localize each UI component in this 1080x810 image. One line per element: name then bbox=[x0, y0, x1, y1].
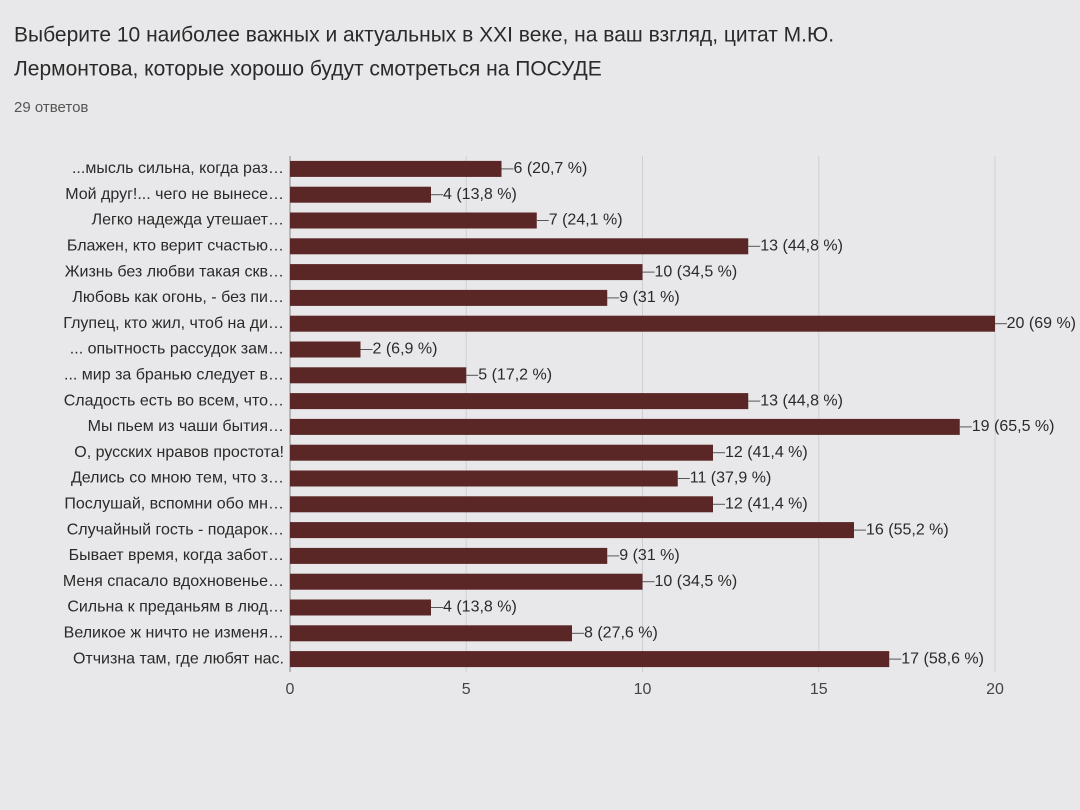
bar bbox=[290, 599, 431, 616]
bar bbox=[290, 393, 749, 410]
y-tick-label: Легко надежда утешает… bbox=[92, 212, 284, 229]
chart-title-line-2: Лермонтова, которые хорошо будут смотрет… bbox=[14, 58, 602, 81]
bar bbox=[290, 212, 537, 229]
value-label: 9 (31 %) bbox=[619, 289, 679, 306]
value-label: 10 (34,5 %) bbox=[655, 263, 738, 280]
value-label: 17 (58,6 %) bbox=[901, 650, 984, 667]
value-label: 4 (13,8 %) bbox=[443, 599, 517, 616]
bar bbox=[290, 367, 467, 384]
y-tick-label: Меня спасало вдохновенье… bbox=[63, 573, 284, 590]
y-tick-label: Любовь как огонь, - без пи… bbox=[72, 289, 284, 306]
bar bbox=[290, 418, 960, 435]
chart-title-line-1: Выберите 10 наиболее важных и актуальных… bbox=[14, 24, 834, 47]
x-tick-label: 5 bbox=[462, 681, 471, 698]
value-label: 7 (24,1 %) bbox=[549, 212, 623, 229]
value-label: 4 (13,8 %) bbox=[443, 186, 517, 203]
bar bbox=[290, 522, 854, 539]
value-label: 12 (41,4 %) bbox=[725, 496, 808, 513]
y-tick-label: ... мир за бранью следует в… bbox=[64, 367, 284, 384]
y-tick-label: Блажен, кто верит счастью… bbox=[67, 238, 284, 255]
bar bbox=[290, 651, 890, 668]
x-tick-label: 10 bbox=[634, 681, 652, 698]
value-label: 20 (69 %) bbox=[1007, 315, 1076, 332]
x-tick-label: 20 bbox=[986, 681, 1004, 698]
value-label: 6 (20,7 %) bbox=[514, 160, 588, 177]
x-tick-label: 15 bbox=[810, 681, 828, 698]
bar bbox=[290, 264, 643, 281]
y-tick-label: Послушай, вспомни обо мн… bbox=[64, 496, 284, 513]
y-tick-label: Делись со мною тем, что з… bbox=[71, 470, 284, 487]
value-label: 12 (41,4 %) bbox=[725, 444, 808, 461]
y-tick-label: Случайный гость - подарок… bbox=[67, 521, 284, 538]
bar bbox=[290, 444, 713, 461]
y-tick-label: Сильна к преданьям в люд… bbox=[67, 599, 284, 616]
value-label: 2 (6,9 %) bbox=[373, 341, 438, 358]
bar bbox=[290, 289, 608, 306]
bar bbox=[290, 160, 502, 177]
bar bbox=[290, 341, 361, 358]
chart-subtitle: 29 ответов bbox=[14, 99, 88, 116]
bar bbox=[290, 186, 431, 203]
y-tick-label: Глупец, кто жил, чтоб на ди… bbox=[63, 315, 284, 332]
value-label: 16 (55,2 %) bbox=[866, 521, 949, 538]
y-tick-label: Великое ж ничто не изменя… bbox=[64, 625, 284, 642]
value-label: 13 (44,8 %) bbox=[760, 392, 843, 409]
y-tick-label: О, русских нравов простота! bbox=[74, 444, 284, 461]
value-label: 10 (34,5 %) bbox=[655, 573, 738, 590]
bar bbox=[290, 470, 678, 487]
y-tick-label: Бывает время, когда забот… bbox=[69, 547, 284, 564]
value-label: 5 (17,2 %) bbox=[478, 367, 552, 384]
bar bbox=[290, 547, 608, 564]
y-tick-label: ... опытность рассудок зам… bbox=[70, 341, 284, 358]
x-tick-label: 0 bbox=[286, 681, 295, 698]
value-label: 13 (44,8 %) bbox=[760, 238, 843, 255]
value-label: 11 (37,9 %) bbox=[690, 470, 772, 487]
y-tick-label: Жизнь без любви такая скв… bbox=[65, 263, 284, 280]
bar bbox=[290, 315, 995, 332]
value-label: 9 (31 %) bbox=[619, 547, 679, 564]
value-label: 8 (27,6 %) bbox=[584, 625, 658, 642]
value-label: 19 (65,5 %) bbox=[972, 418, 1055, 435]
bar bbox=[290, 625, 572, 642]
y-tick-label: Мы пьем из чаши бытия… bbox=[88, 418, 284, 435]
bar bbox=[290, 496, 713, 513]
y-tick-label: Отчизна там, где любят нас. bbox=[73, 650, 284, 667]
y-tick-label: ...мысль сильна, когда раз… bbox=[72, 160, 284, 177]
y-tick-label: Мой друг!... чего не вынесе… bbox=[65, 186, 284, 203]
bar bbox=[290, 238, 749, 255]
y-tick-label: Сладость есть во всем, что… bbox=[64, 392, 284, 409]
bar bbox=[290, 573, 643, 590]
